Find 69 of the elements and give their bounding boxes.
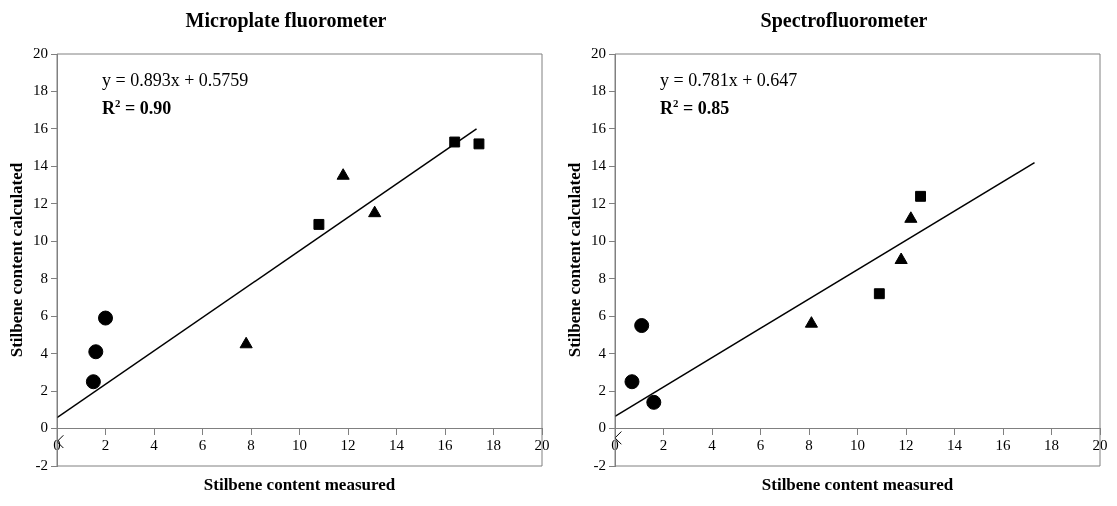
- y-tick-label: -2: [593, 456, 606, 473]
- y-tick-label: 10: [591, 232, 606, 249]
- x-tick-label: 10: [850, 437, 865, 454]
- x-tick-label: 20: [534, 437, 550, 454]
- y-tick-label: 6: [598, 307, 607, 324]
- point: [473, 138, 485, 150]
- point: [915, 190, 926, 202]
- x-tick-label: 12: [898, 437, 914, 454]
- point: [85, 374, 101, 390]
- y-tick-label: 8: [40, 269, 48, 286]
- y-tick-label: 2: [598, 382, 606, 399]
- x-tick-label: 12: [340, 437, 356, 454]
- x-tick-label: 16: [437, 437, 453, 454]
- point: [88, 344, 104, 360]
- point: [98, 310, 113, 326]
- x-tick-label: 18: [1044, 437, 1059, 454]
- point: [646, 394, 662, 410]
- point: [368, 205, 382, 218]
- y-tick-label: 4: [598, 344, 607, 361]
- x-tick-label: 2: [659, 437, 668, 454]
- chart-title: Microplate fluorometer: [185, 9, 387, 33]
- y-tick-label: 0: [598, 419, 606, 436]
- x-axis-title: Stilbene content measured: [203, 475, 396, 494]
- y-tick-label: 8: [598, 269, 606, 286]
- x-tick-label: 2: [101, 437, 110, 454]
- y-tick-label: 6: [40, 307, 49, 324]
- x-tick-label: 8: [247, 437, 255, 454]
- x-tick-label: 14: [389, 437, 405, 454]
- y-tick-label: 0: [40, 419, 48, 436]
- y-tick-label: 20: [33, 44, 48, 61]
- x-tick-label: 20: [1092, 437, 1108, 454]
- y-axis-title: Stilbene content calculated: [7, 162, 26, 358]
- y-tick-label: 4: [40, 344, 49, 361]
- point: [894, 252, 908, 264]
- x-axis-title: Stilbene content measured: [761, 475, 954, 494]
- x-tick-label: 6: [756, 437, 765, 454]
- chart-title: Spectrofluorometer: [760, 9, 928, 33]
- point: [313, 218, 325, 230]
- point: [624, 374, 640, 390]
- x-tick-label: 16: [995, 437, 1011, 454]
- y-tick-label: -2: [35, 456, 48, 473]
- point: [239, 336, 253, 349]
- x-tick-label: 4: [708, 437, 717, 454]
- x-tick-label: 8: [805, 437, 813, 454]
- x-tick-label: 6: [198, 437, 207, 454]
- x-tick-label: 4: [150, 437, 159, 454]
- x-tick-label: 18: [486, 437, 501, 454]
- y-tick-label: 14: [33, 157, 49, 174]
- y-tick-label: 2: [40, 382, 48, 399]
- y-tick-label: 16: [33, 119, 49, 136]
- y-tick-label: 14: [591, 157, 607, 174]
- y-tick-label: 12: [591, 194, 606, 211]
- y-tick-label: 20: [591, 44, 606, 61]
- y-axis-title: Stilbene content calculated: [565, 162, 584, 358]
- x-tick-label: 14: [947, 437, 963, 454]
- point: [873, 288, 885, 300]
- point: [904, 211, 918, 223]
- point: [449, 136, 461, 148]
- annotation: y = 0.893x + 0.5759: [102, 70, 249, 90]
- y-tick-label: 16: [591, 119, 607, 136]
- x-tick-label: 10: [292, 437, 307, 454]
- y-tick-label: 10: [33, 232, 48, 249]
- y-tick-label: 18: [591, 82, 606, 99]
- point: [336, 168, 350, 180]
- point: [634, 318, 650, 334]
- y-tick-label: 18: [33, 82, 48, 99]
- y-tick-label: 12: [33, 194, 48, 211]
- annotation: y = 0.781x + 0.647: [660, 70, 798, 90]
- point: [804, 316, 818, 328]
